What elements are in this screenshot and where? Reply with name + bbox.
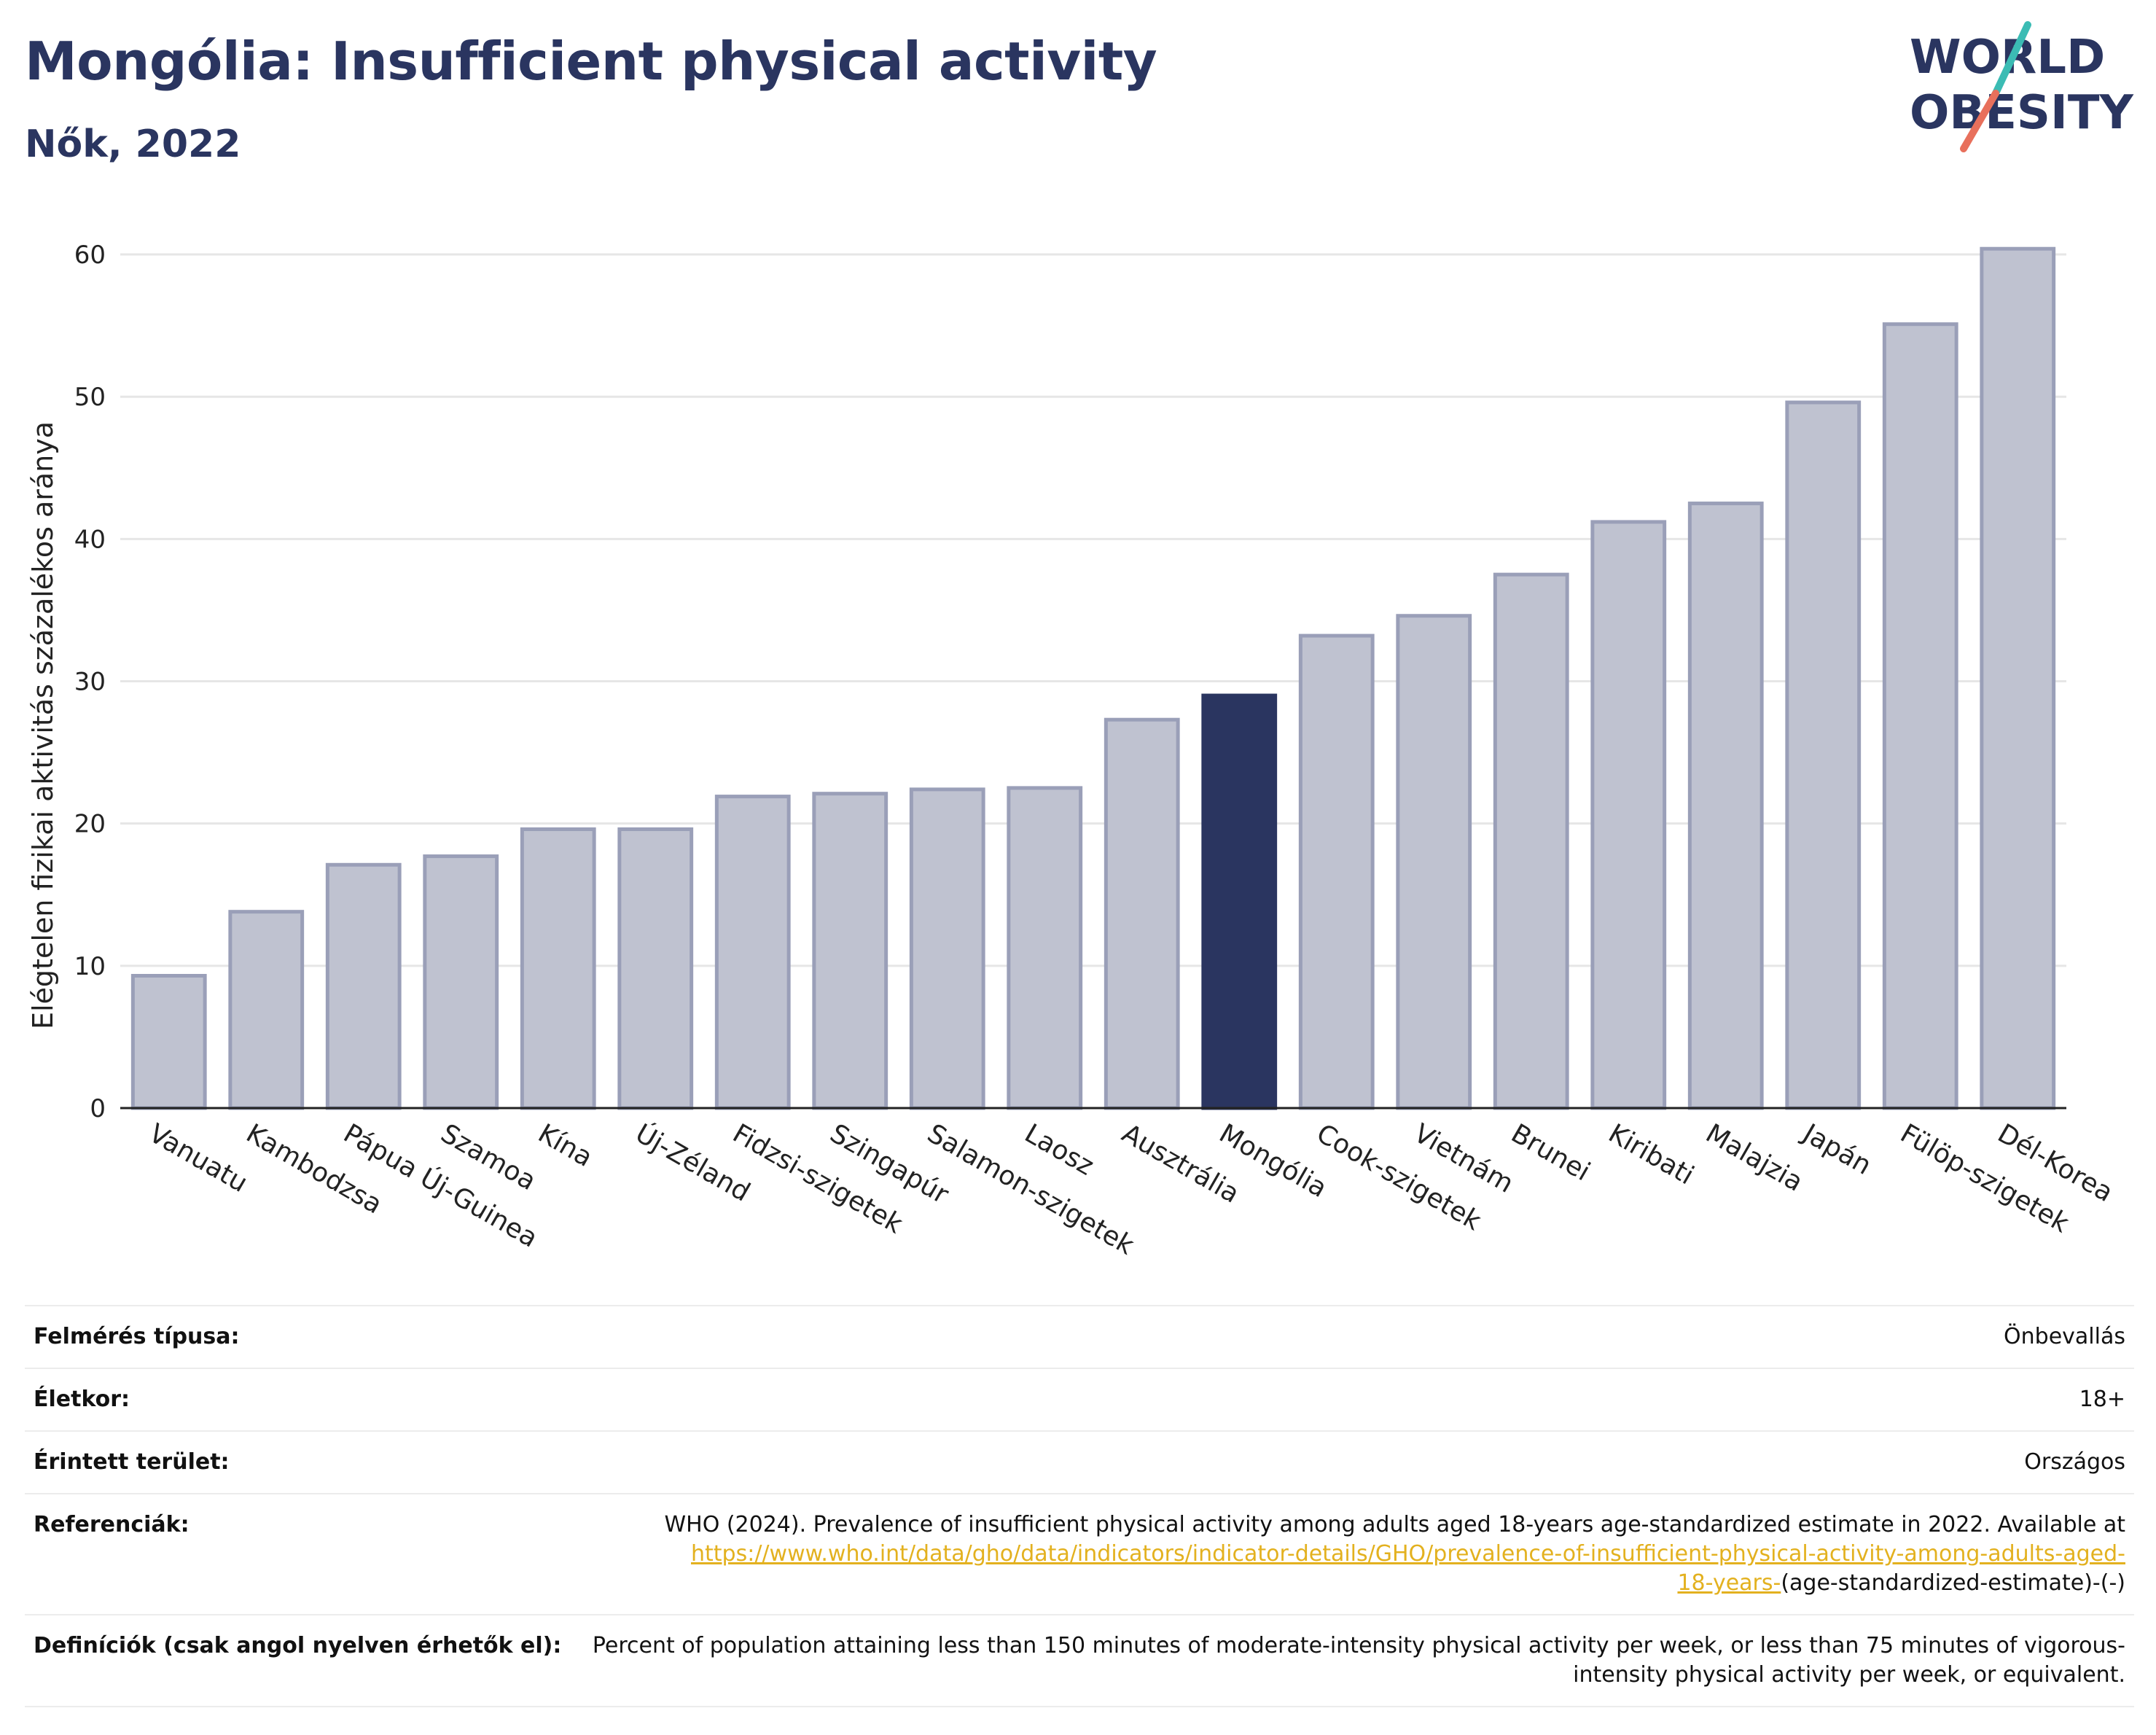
bar	[1785, 400, 1862, 1110]
info-table: Felmérés típusa: Önbevallás Életkor: 18+…	[25, 1305, 2134, 1707]
bar	[812, 792, 888, 1110]
x-tick-label: Fülöp-szigetek	[1895, 1118, 2074, 1239]
chart-subtitle: Nők, 2022	[25, 122, 241, 166]
bar	[520, 827, 596, 1110]
x-tick-label: Malajzia	[1700, 1118, 1808, 1198]
age-value: 18+	[2079, 1387, 2125, 1412]
y-axis-label: Elégtelen fizikai aktivitás százalékos a…	[27, 421, 59, 1029]
y-tick-label: 10	[74, 952, 106, 981]
x-tick-label: Laosz	[1020, 1118, 1099, 1181]
x-tick-label: Brunei	[1506, 1118, 1595, 1187]
info-row-survey-type: Felmérés típusa: Önbevallás	[25, 1306, 2134, 1369]
bar	[1396, 614, 1472, 1110]
bar	[1104, 717, 1180, 1110]
area-label: Érintett terület:	[34, 1449, 230, 1475]
world-obesity-logo: WORLD OBESITY	[1910, 21, 2133, 152]
x-tick-label: Japán	[1797, 1118, 1876, 1181]
y-tick-label: 20	[74, 810, 106, 839]
x-tick-label: Fidzsi-szigetek	[727, 1118, 907, 1239]
bar	[1590, 520, 1667, 1110]
bar	[1007, 786, 1083, 1110]
x-tick-label: Vanuatu	[144, 1118, 252, 1198]
x-tick-label: Kiribati	[1604, 1118, 1699, 1190]
bar	[325, 862, 402, 1110]
y-tick-label: 60	[74, 241, 106, 270]
info-row-age: Életkor: 18+	[25, 1369, 2134, 1432]
definitions-label: Definíciók (csak angol nyelven érhetők e…	[34, 1633, 562, 1658]
chart-title: Mongólia: Insufficient physical activity	[25, 31, 1157, 92]
y-tick-label: 0	[90, 1094, 106, 1123]
definitions-value: Percent of population attaining less tha…	[592, 1633, 2125, 1688]
references-label: Referenciák:	[34, 1512, 190, 1537]
info-row-definitions: Definíciók (csak angol nyelven érhetők e…	[25, 1615, 2134, 1707]
logo-line2: OBESITY	[1910, 86, 2133, 140]
bar	[617, 827, 694, 1110]
age-label: Életkor:	[34, 1387, 130, 1412]
x-tick-label: Kína	[533, 1118, 597, 1173]
references-text: WHO (2024). Prevalence of insufficient p…	[664, 1512, 2125, 1537]
references-value: WHO (2024). Prevalence of insufficient p…	[664, 1510, 2125, 1598]
references-link-line2: 18-years-	[1677, 1570, 1781, 1596]
bar	[909, 787, 985, 1110]
y-axis-ticks: 0 10 20 30 40 50 60	[74, 241, 106, 1123]
logo-slash-teal	[1992, 21, 2031, 97]
bars	[130, 246, 2056, 1110]
bar	[130, 974, 207, 1110]
area-value: Országos	[2024, 1449, 2125, 1475]
bar	[1882, 322, 1958, 1110]
y-tick-label: 40	[74, 525, 106, 554]
x-tick-label: Cook-szigetek	[1311, 1118, 1486, 1236]
info-row-area: Érintett terület: Országos	[25, 1432, 2134, 1494]
bar	[1298, 633, 1375, 1110]
bar	[1980, 246, 2056, 1110]
bar	[1201, 693, 1278, 1110]
bar	[1493, 572, 1569, 1110]
references-link[interactable]: https://www.who.int/data/gho/data/indica…	[691, 1541, 2125, 1596]
bar	[423, 854, 499, 1110]
info-row-references: Referenciák: WHO (2024). Prevalence of i…	[25, 1494, 2134, 1615]
references-link-line1: https://www.who.int/data/gho/data/indica…	[691, 1541, 2125, 1567]
bar	[714, 795, 791, 1110]
survey-type-value: Önbevallás	[2004, 1324, 2125, 1349]
survey-type-label: Felmérés típusa:	[34, 1324, 240, 1349]
logo-slash-coral	[1960, 90, 1999, 152]
references-suffix: (age-standardized-estimate)-(-)	[1781, 1570, 2125, 1596]
gridlines	[120, 253, 2066, 967]
bar	[228, 910, 305, 1110]
y-tick-label: 30	[74, 668, 106, 697]
y-tick-label: 50	[74, 383, 106, 412]
bar	[1687, 502, 1764, 1110]
